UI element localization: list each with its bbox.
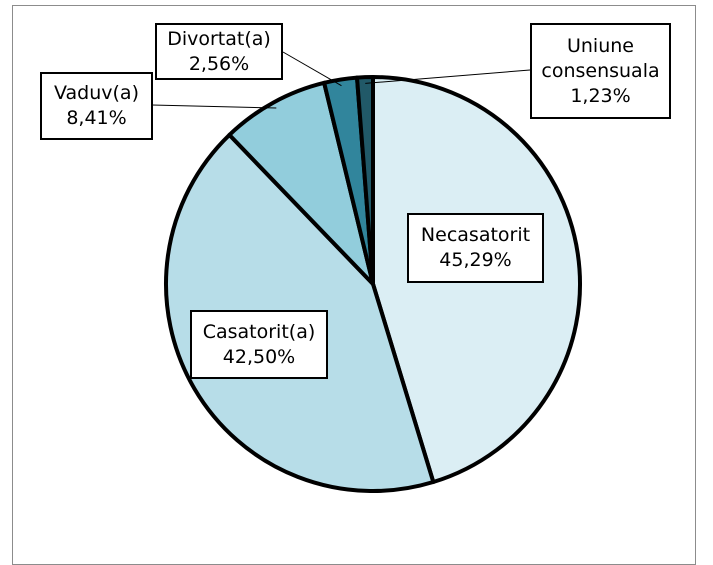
value-label: 45,29% — [439, 249, 512, 271]
category-label: Casatorit(a) — [202, 320, 316, 343]
data-label: Casatorit(a) 42,50% — [190, 310, 328, 379]
chart: Necasatorit 45,29% Casatorit(a) 42,50% Vaduv… — [12, 5, 696, 565]
pie-slice — [355, 75, 375, 286]
leader-line — [365, 69, 531, 84]
value-label: 2,56% — [188, 52, 250, 75]
data-label: Vaduv(a) 8,41% — [40, 72, 153, 140]
value-label: 1,23% — [570, 84, 631, 107]
data-label: Uniune consensuala 1,23% — [530, 23, 671, 119]
category-label: Necasatorit — [420, 224, 531, 246]
data-label: Necasatorit 45,29% — [407, 213, 544, 283]
category-label: Vaduv(a) — [54, 82, 139, 104]
category-label: Divortat(a) — [167, 27, 271, 50]
category-label: Uniune consensuala — [541, 34, 660, 82]
value-label: 42,50% — [222, 345, 296, 368]
pie-slice — [227, 80, 375, 286]
leader-line — [151, 104, 277, 109]
data-label: Divortat(a) 2,56% — [155, 23, 283, 80]
value-label: 8,41% — [66, 107, 127, 129]
leader-line — [282, 51, 342, 87]
